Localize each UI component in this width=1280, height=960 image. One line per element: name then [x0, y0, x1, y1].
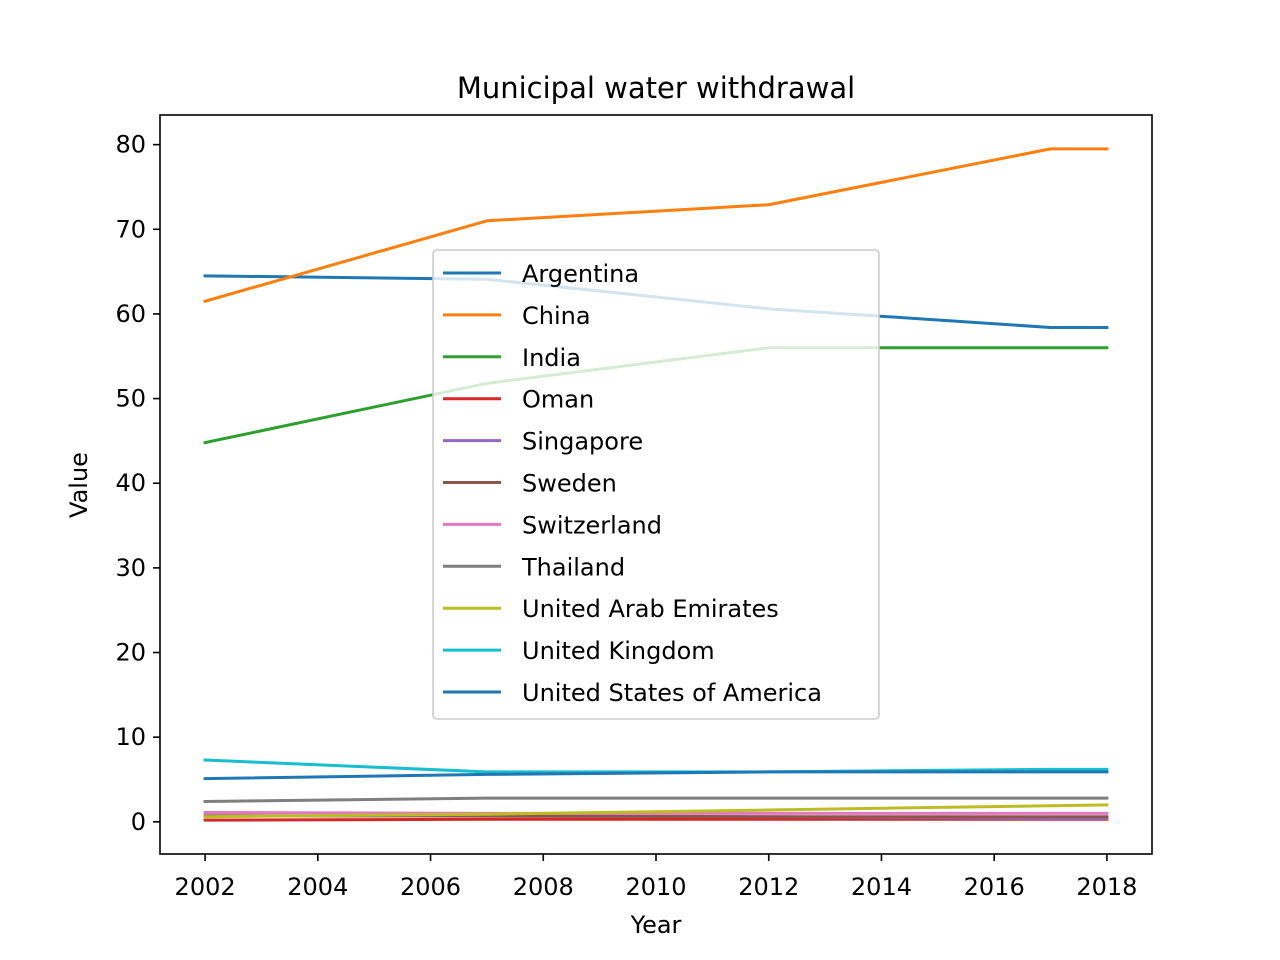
legend-label-4: Singapore — [522, 428, 643, 456]
y-tick-label-4: 40 — [115, 469, 146, 497]
y-axis-title: Value — [65, 452, 93, 518]
x-tick-label-1: 2004 — [287, 873, 348, 901]
x-tick-label-4: 2010 — [625, 873, 686, 901]
series-line-7 — [203, 796, 1109, 804]
y-tick-label-8: 80 — [115, 131, 146, 159]
legend-label-1: China — [522, 302, 591, 330]
y-tick-label-6: 60 — [115, 300, 146, 328]
x-tick-label-0: 2002 — [175, 873, 236, 901]
legend-label-10: United States of America — [522, 679, 822, 707]
legend-label-8: United Arab Emirates — [522, 595, 779, 623]
series-line-6 — [203, 811, 1109, 815]
y-axis: 0 10 20 30 40 50 60 70 80 — [115, 131, 160, 836]
x-axis-title: Year — [630, 911, 682, 939]
legend: Argentina China India Oman Singapore Sweden Sw… — [432, 249, 880, 720]
legend-label-2: India — [522, 344, 581, 372]
series-line-10 — [203, 770, 1109, 781]
y-tick-label-5: 50 — [115, 385, 146, 413]
y-tick-label-0: 0 — [131, 808, 146, 836]
y-tick-label-3: 30 — [115, 554, 146, 582]
y-tick-label-1: 10 — [115, 723, 146, 751]
x-tick-label-8: 2018 — [1076, 873, 1137, 901]
y-tick-label-7: 70 — [115, 215, 146, 243]
legend-label-5: Sweden — [522, 470, 617, 498]
x-axis: 2002 2004 2006 2008 2010 2012 2014 2016 2018 — [175, 854, 1137, 901]
legend-box — [432, 249, 880, 720]
legend-label-0: Argentina — [522, 260, 639, 288]
x-tick-label-2: 2006 — [400, 873, 461, 901]
legend-label-6: Switzerland — [522, 511, 662, 539]
legend-label-7: Thailand — [521, 553, 625, 581]
series-line-1 — [203, 147, 1109, 304]
x-tick-label-3: 2008 — [513, 873, 574, 901]
legend-label-9: United Kingdom — [522, 637, 715, 665]
x-tick-label-7: 2016 — [964, 873, 1025, 901]
x-tick-label-6: 2014 — [851, 873, 912, 901]
y-tick-label-2: 20 — [115, 639, 146, 667]
x-tick-label-5: 2012 — [738, 873, 799, 901]
chart-title: Municipal water withdrawal — [457, 71, 855, 105]
legend-items: Argentina China India Oman Singapore Sweden Sw… — [443, 260, 822, 707]
series-line-8 — [203, 803, 1109, 819]
legend-label-3: Oman — [522, 386, 594, 414]
